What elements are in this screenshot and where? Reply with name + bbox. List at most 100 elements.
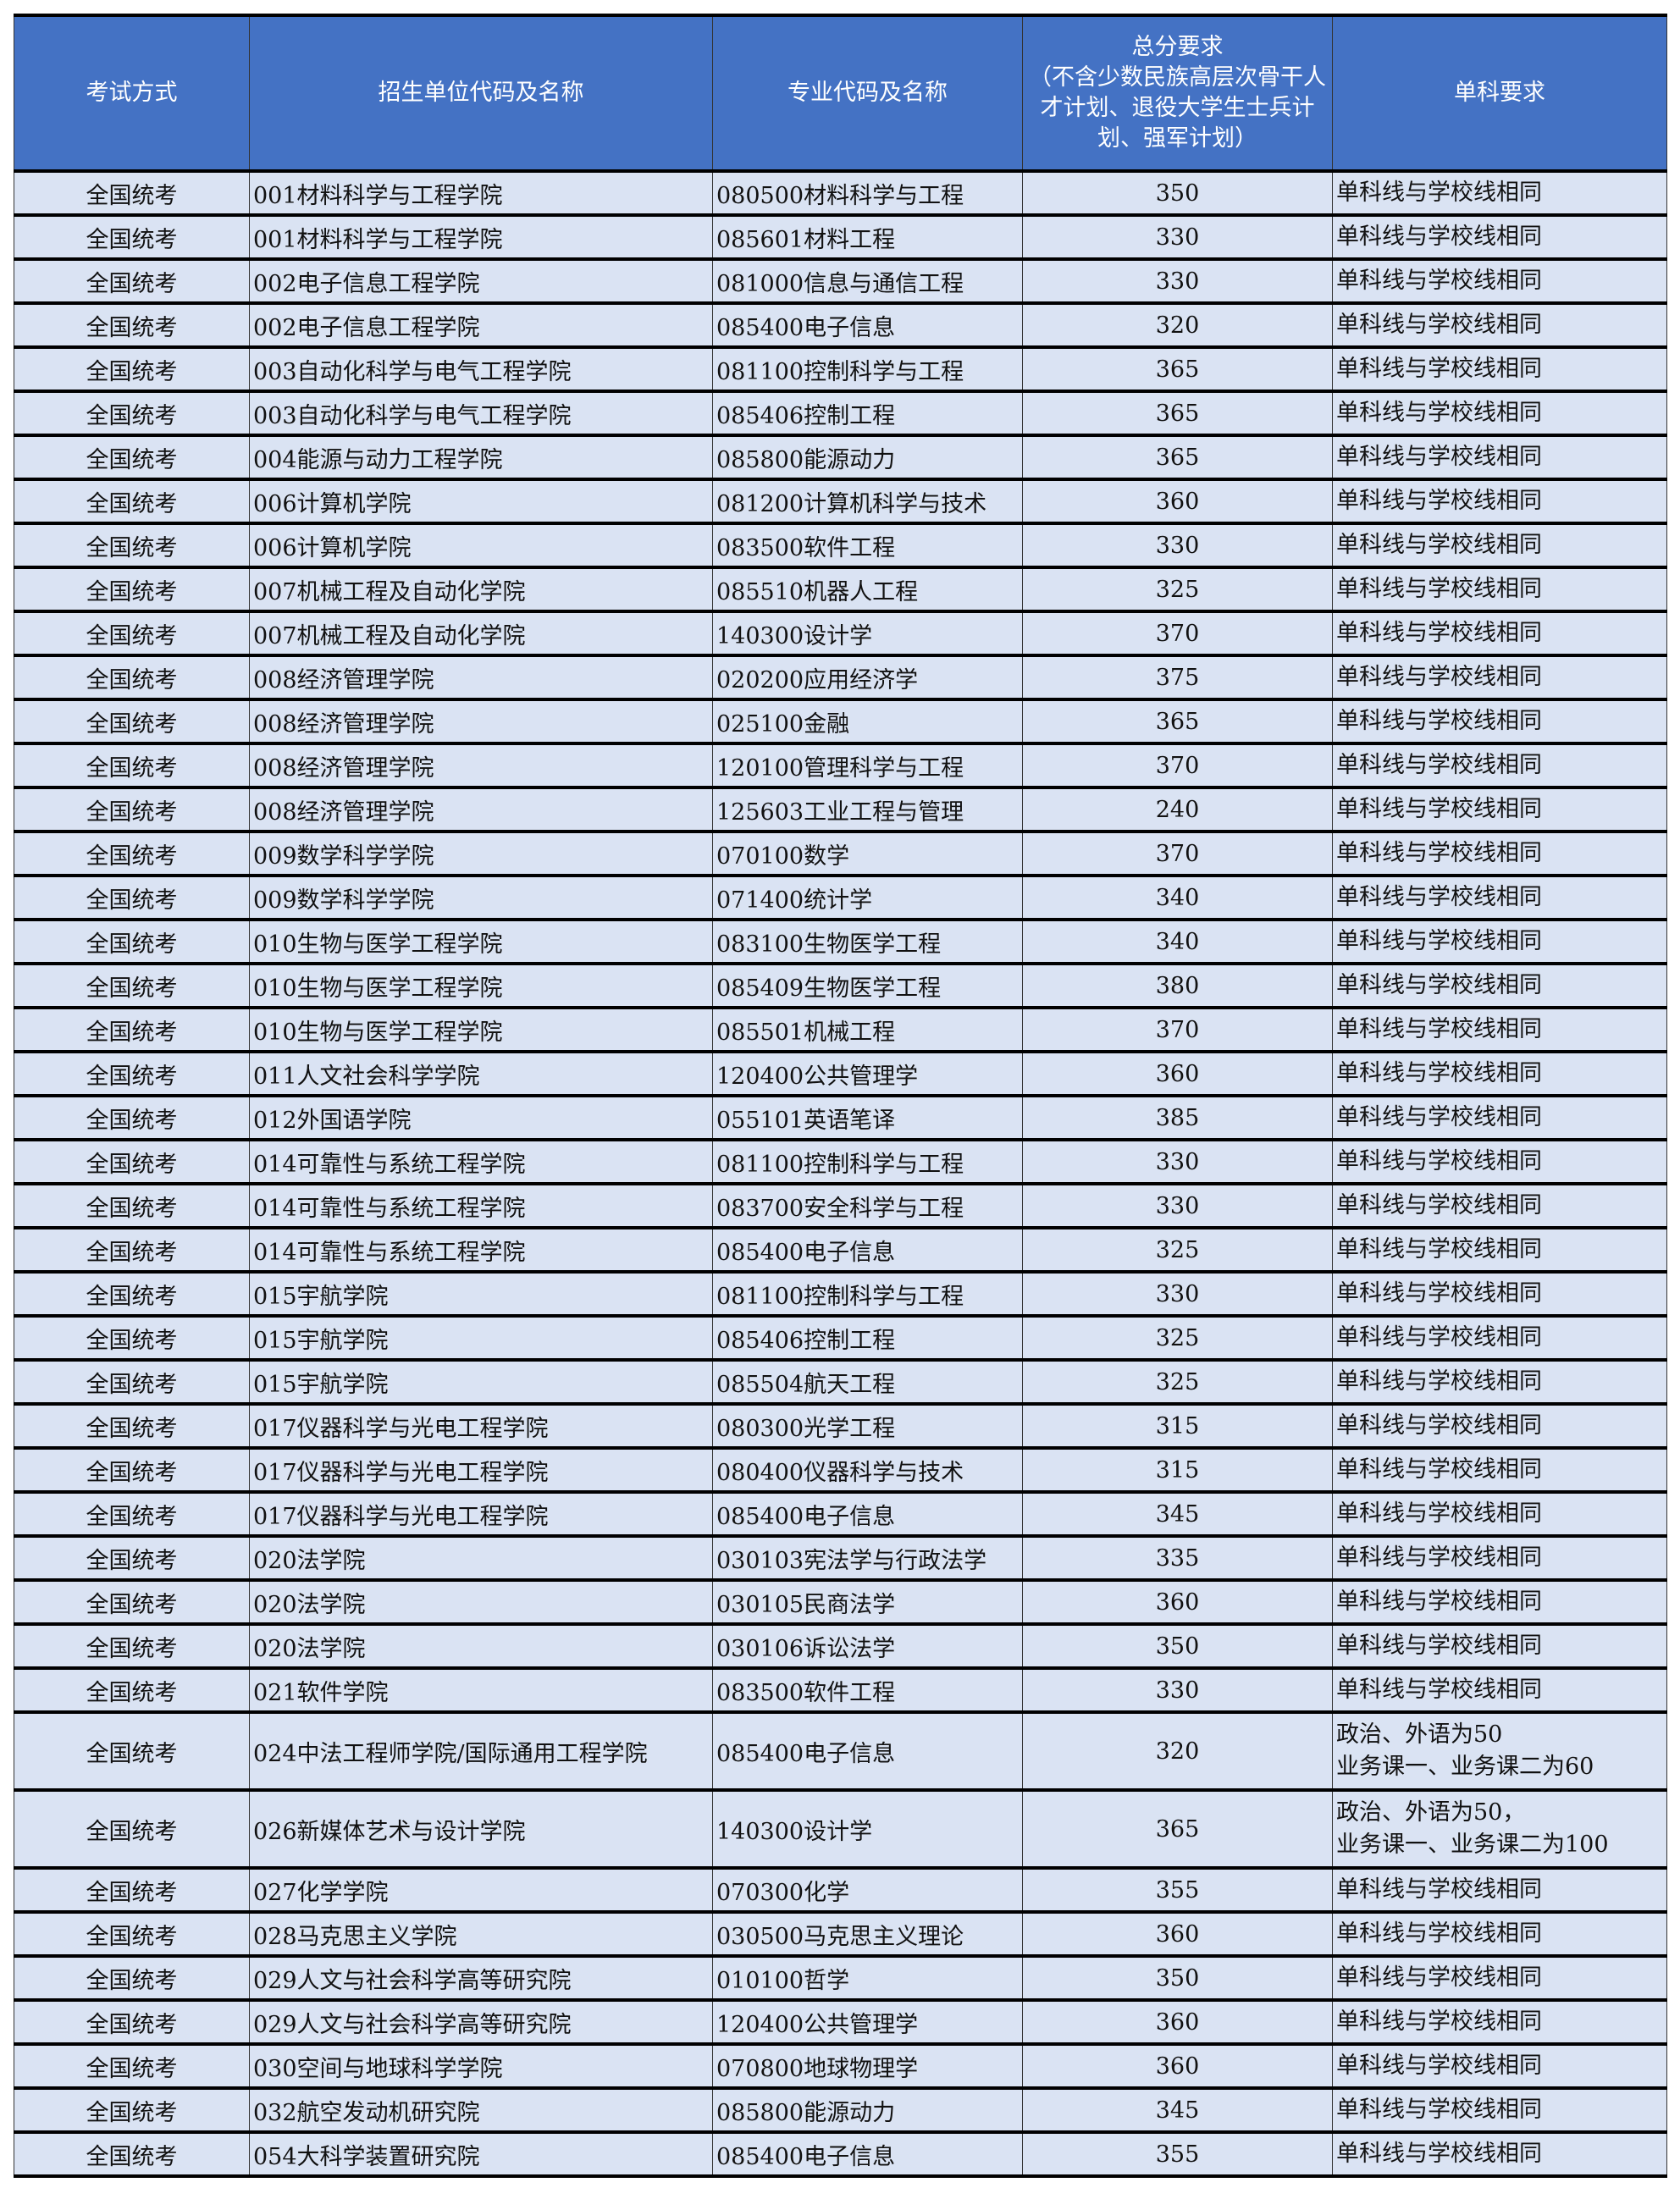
unit-cell: 009数学科学学院 [249,832,713,876]
exam-type-cell: 全国统考 [14,303,250,347]
total-score-cell: 365 [1022,699,1333,743]
table-body: 全国统考 001材料科学与工程学院 080500材料科学与工程 350 单科线与学校线相… [14,171,1667,2176]
table-row: 全国统考 028马克思主义学院 030500马克思主义理论 360 单科线与学校线相同 [14,1912,1667,1956]
table-row: 全国统考 029人文与社会科学高等研究院 010100哲学 350 单科线与学校线相同 [14,1956,1667,2000]
single-subject-cell: 单科线与学校线相同 [1332,479,1667,523]
single-subject-cell: 单科线与学校线相同 [1332,655,1667,699]
total-score-cell: 340 [1022,876,1333,920]
exam-type-cell: 全国统考 [14,1868,250,1912]
total-score-cell: 360 [1022,1052,1333,1096]
table-row: 全国统考 032航空发动机研究院 085800能源动力 345 单科线与学校线相同 [14,2088,1667,2132]
header-unit: 招生单位代码及名称 [249,15,713,171]
table-row: 全国统考 001材料科学与工程学院 080500材料科学与工程 350 单科线与学校线相… [14,171,1667,215]
total-score-cell: 370 [1022,1008,1333,1052]
major-cell: 010100哲学 [712,1956,1023,2000]
single-subject-cell: 单科线与学校线相同 [1332,743,1667,787]
total-score-cell: 325 [1022,1228,1333,1272]
exam-type-cell: 全国统考 [14,523,250,567]
major-cell: 085406控制工程 [712,391,1023,435]
table-row: 全国统考 024中法工程师学院/国际通用工程学院 085400电子信息 320 政治、外… [14,1712,1667,1790]
unit-cell: 008经济管理学院 [249,787,713,832]
total-score-cell: 355 [1022,2132,1333,2176]
single-subject-cell: 单科线与学校线相同 [1332,523,1667,567]
single-subject-cell: 单科线与学校线相同 [1332,567,1667,611]
major-cell: 080400仪器科学与技术 [712,1448,1023,1492]
single-subject-cell: 单科线与学校线相同 [1332,1228,1667,1272]
unit-cell: 017仪器科学与光电工程学院 [249,1492,713,1536]
single-subject-cell: 单科线与学校线相同 [1332,1492,1667,1536]
table-row: 全国统考 004能源与动力工程学院 085800能源动力 365 单科线与学校线相同 [14,435,1667,479]
table-row: 全国统考 012外国语学院 055101英语笔译 385 单科线与学校线相同 [14,1096,1667,1140]
exam-type-cell: 全国统考 [14,1140,250,1184]
major-cell: 085406控制工程 [712,1316,1023,1360]
table-row: 全国统考 014可靠性与系统工程学院 081100控制科学与工程 330 单科线与学校线… [14,1140,1667,1184]
unit-cell: 026新媒体艺术与设计学院 [249,1790,713,1868]
major-cell: 120400公共管理学 [712,1052,1023,1096]
major-cell: 080500材料科学与工程 [712,171,1023,215]
major-cell: 080300光学工程 [712,1404,1023,1448]
total-score-cell: 325 [1022,1316,1333,1360]
single-subject-cell: 单科线与学校线相同 [1332,876,1667,920]
total-score-cell: 370 [1022,611,1333,655]
single-subject-cell: 单科线与学校线相同 [1332,1184,1667,1228]
major-cell: 081100控制科学与工程 [712,1272,1023,1316]
single-subject-cell: 单科线与学校线相同 [1332,1668,1667,1712]
table-row: 全国统考 009数学科学学院 071400统计学 340 单科线与学校线相同 [14,876,1667,920]
unit-cell: 002电子信息工程学院 [249,303,713,347]
major-cell: 085601材料工程 [712,215,1023,259]
major-cell: 120100管理科学与工程 [712,743,1023,787]
exam-type-cell: 全国统考 [14,964,250,1008]
single-subject-cell: 单科线与学校线相同 [1332,1008,1667,1052]
total-score-cell: 385 [1022,1096,1333,1140]
exam-type-cell: 全国统考 [14,1580,250,1624]
single-subject-cell: 单科线与学校线相同 [1332,435,1667,479]
total-score-cell: 335 [1022,1536,1333,1580]
header-row: 考试方式 招生单位代码及名称 专业代码及名称 总分要求 （不含少数民族高层次骨干… [14,15,1667,171]
unit-cell: 001材料科学与工程学院 [249,215,713,259]
unit-cell: 020法学院 [249,1536,713,1580]
table-row: 全国统考 020法学院 030106诉讼法学 350 单科线与学校线相同 [14,1624,1667,1668]
unit-cell: 014可靠性与系统工程学院 [249,1228,713,1272]
single-subject-cell: 单科线与学校线相同 [1332,1096,1667,1140]
single-subject-cell: 政治、外语为50 业务课一、业务课二为60 [1332,1712,1667,1790]
total-score-cell: 240 [1022,787,1333,832]
unit-cell: 010生物与医学工程学院 [249,1008,713,1052]
exam-type-cell: 全国统考 [14,2044,250,2088]
single-subject-cell: 单科线与学校线相同 [1332,2132,1667,2176]
exam-type-cell: 全国统考 [14,743,250,787]
exam-type-cell: 全国统考 [14,1316,250,1360]
single-subject-cell: 单科线与学校线相同 [1332,347,1667,391]
total-score-cell: 365 [1022,391,1333,435]
unit-cell: 012外国语学院 [249,1096,713,1140]
header-major: 专业代码及名称 [712,15,1023,171]
exam-type-cell: 全国统考 [14,611,250,655]
single-subject-cell: 单科线与学校线相同 [1332,920,1667,964]
unit-cell: 009数学科学学院 [249,876,713,920]
exam-type-cell: 全国统考 [14,655,250,699]
major-cell: 085400电子信息 [712,1492,1023,1536]
exam-type-cell: 全国统考 [14,2000,250,2044]
major-cell: 081100控制科学与工程 [712,1140,1023,1184]
major-cell: 085501机械工程 [712,1008,1023,1052]
single-subject-cell: 单科线与学校线相同 [1332,787,1667,832]
admission-score-table: 考试方式 招生单位代码及名称 专业代码及名称 总分要求 （不含少数民族高层次骨干… [14,14,1667,2178]
unit-cell: 017仪器科学与光电工程学院 [249,1448,713,1492]
unit-cell: 003自动化科学与电气工程学院 [249,391,713,435]
unit-cell: 006计算机学院 [249,523,713,567]
exam-type-cell: 全国统考 [14,1272,250,1316]
unit-cell: 008经济管理学院 [249,699,713,743]
single-subject-cell: 单科线与学校线相同 [1332,2044,1667,2088]
header-single-subject: 单科要求 [1332,15,1667,171]
total-score-cell: 330 [1022,1668,1333,1712]
exam-type-cell: 全国统考 [14,171,250,215]
major-cell: 083500软件工程 [712,523,1023,567]
single-subject-cell: 单科线与学校线相同 [1332,215,1667,259]
major-cell: 120400公共管理学 [712,2000,1023,2044]
exam-type-cell: 全国统考 [14,1008,250,1052]
exam-type-cell: 全国统考 [14,876,250,920]
table-row: 全国统考 006计算机学院 081200计算机科学与技术 360 单科线与学校线相同 [14,479,1667,523]
major-cell: 070800地球物理学 [712,2044,1023,2088]
total-score-cell: 350 [1022,1956,1333,2000]
major-cell: 085400电子信息 [712,1228,1023,1272]
unit-cell: 008经济管理学院 [249,655,713,699]
